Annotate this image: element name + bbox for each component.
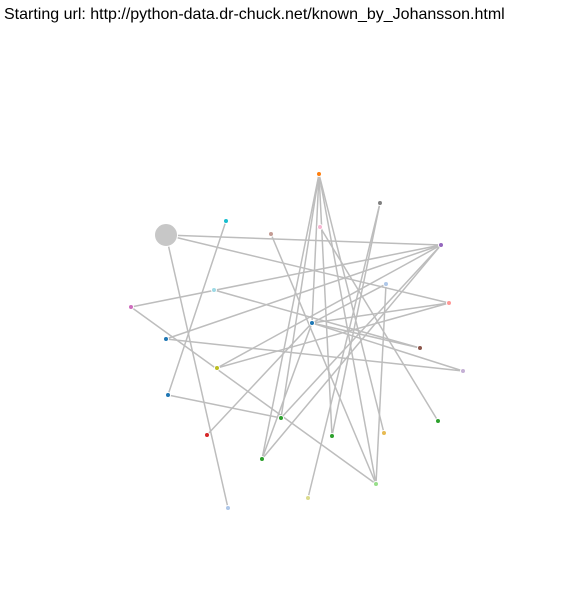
graph-node[interactable]: [212, 288, 217, 293]
graph-node[interactable]: [318, 225, 323, 230]
graph-node[interactable]: [279, 416, 284, 421]
links-layer: [131, 174, 463, 508]
graph-node[interactable]: [378, 201, 383, 206]
graph-node[interactable]: [418, 346, 423, 351]
graph-link: [166, 339, 463, 371]
graph-node[interactable]: [447, 301, 452, 306]
graph-node[interactable]: [374, 482, 379, 487]
graph-node[interactable]: [164, 337, 169, 342]
graph-node[interactable]: [129, 305, 134, 310]
graph-node[interactable]: [317, 172, 322, 177]
graph-node[interactable]: [205, 433, 210, 438]
graph-node[interactable]: [166, 393, 171, 398]
graph-link: [319, 174, 384, 433]
graph-link: [166, 235, 441, 245]
graph-node[interactable]: [224, 219, 229, 224]
graph-node[interactable]: [306, 496, 311, 501]
graph-node[interactable]: [260, 457, 265, 462]
graph-node[interactable]: [439, 243, 444, 248]
graph-link: [168, 395, 281, 418]
graph-link: [217, 245, 441, 368]
graph-link: [319, 174, 376, 484]
graph-node[interactable]: [215, 366, 220, 371]
graph-link: [262, 323, 312, 459]
graph-node[interactable]: [330, 434, 335, 439]
graph-node[interactable]: [226, 506, 231, 511]
graph-node[interactable]: [461, 369, 466, 374]
graph-node[interactable]: [269, 232, 274, 237]
graph-node[interactable]: [382, 431, 387, 436]
graph-node-start[interactable]: [155, 224, 178, 247]
graph-node[interactable]: [384, 282, 389, 287]
graph-link: [312, 323, 463, 371]
graph-node[interactable]: [436, 419, 441, 424]
graph-node[interactable]: [310, 321, 315, 326]
